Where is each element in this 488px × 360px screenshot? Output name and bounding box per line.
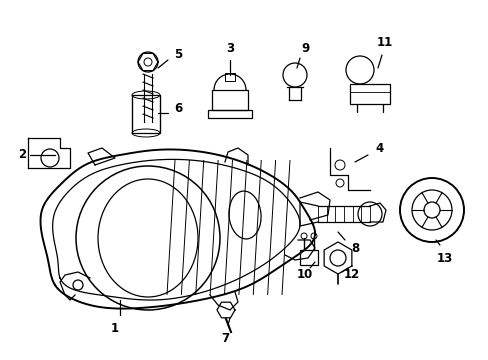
Text: 13: 13 bbox=[436, 252, 452, 265]
Text: 10: 10 bbox=[296, 269, 312, 282]
Text: 5: 5 bbox=[174, 49, 182, 62]
Bar bbox=[207, 110, 251, 118]
Text: 6: 6 bbox=[174, 102, 182, 114]
Text: 2: 2 bbox=[18, 148, 26, 162]
Bar bbox=[132, 95, 160, 133]
Text: 11: 11 bbox=[376, 36, 392, 49]
Text: 4: 4 bbox=[375, 141, 384, 154]
Bar bbox=[299, 250, 317, 265]
Text: 8: 8 bbox=[350, 242, 358, 255]
Text: 9: 9 bbox=[300, 41, 308, 54]
Text: 12: 12 bbox=[343, 269, 359, 282]
Text: 1: 1 bbox=[111, 321, 119, 334]
Bar bbox=[224, 73, 235, 81]
Bar bbox=[349, 84, 389, 104]
Text: 3: 3 bbox=[225, 41, 234, 54]
Text: 7: 7 bbox=[221, 332, 228, 345]
Bar bbox=[212, 90, 247, 110]
